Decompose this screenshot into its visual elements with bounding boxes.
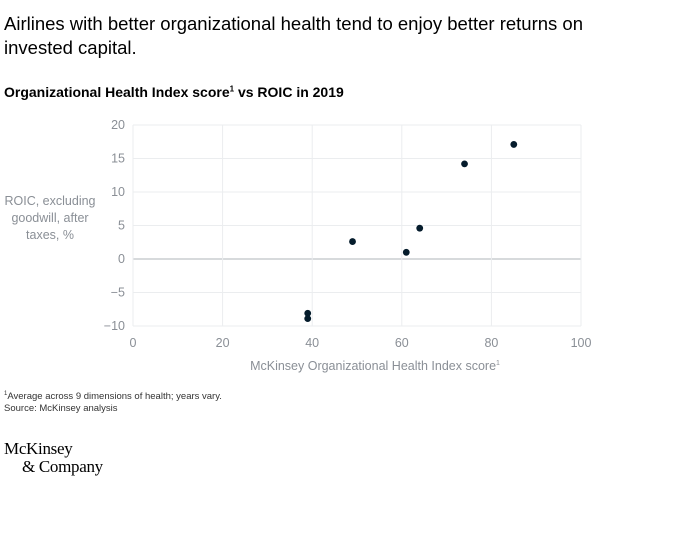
x-tick-label: 0	[130, 336, 137, 350]
grid-lines	[132, 124, 582, 327]
subtitle-text: Organizational Health Index score	[4, 84, 230, 100]
y-tick-label: 0	[118, 252, 125, 266]
data-point	[402, 248, 410, 256]
y-tick-label: −5	[111, 286, 125, 300]
scatter-chart: −10 −5 0 5 10 15 20 0 20 40 60 80 100 McKinsey Orga…	[104, 118, 592, 373]
data-point	[304, 309, 312, 317]
x-tick-label: 100	[571, 336, 592, 350]
x-tick-label: 20	[216, 336, 230, 350]
y-axis-label: ROIC, excluding goodwill, after taxes, %	[4, 194, 96, 242]
footnotes: 1Average across 9 dimensions of health; …	[4, 388, 222, 415]
x-tick-label: 80	[484, 336, 498, 350]
footnote-1: 1Average across 9 dimensions of health; …	[4, 388, 222, 403]
y-tick-label: 15	[111, 152, 125, 166]
subtitle-tail: vs ROIC in 2019	[234, 84, 344, 100]
chart-subtitle: Organizational Health Index score1 vs RO…	[4, 84, 344, 100]
x-axis-label: McKinsey Organizational Health Index sco…	[250, 359, 500, 373]
y-tick-label: 20	[111, 118, 125, 132]
data-point	[461, 160, 468, 168]
x-axis-label-text: McKinsey Organizational Health Index sco…	[250, 359, 496, 373]
x-tick-label: 60	[395, 336, 409, 350]
x-axis-label-footnote-marker: 1	[496, 360, 500, 367]
data-point	[416, 224, 424, 232]
chart-headline: Airlines with better organizational heal…	[4, 13, 583, 58]
mckinsey-logo: McKinsey & Company	[4, 440, 103, 476]
data-point	[349, 238, 356, 245]
x-tick-labels: 0 20 40 60 80 100	[130, 336, 592, 350]
data-points	[304, 141, 518, 323]
subtitle-footnote-marker: 1	[229, 84, 235, 94]
data-point	[510, 141, 518, 148]
footnote-marker: 1	[4, 391, 8, 397]
y-tick-labels: −10 −5 0 5 10 15 20	[104, 118, 125, 333]
x-tick-label: 40	[305, 336, 319, 350]
y-tick-label: −10	[104, 319, 125, 333]
y-tick-label: 5	[118, 219, 125, 233]
data-point	[304, 315, 312, 323]
footnote-text: Average across 9 dimensions of health; y…	[7, 391, 222, 403]
logo-line-1: McKinsey	[4, 439, 73, 458]
logo-line-2: & Company	[22, 457, 103, 476]
source-note: Source: McKinsey analysis	[4, 403, 118, 415]
y-tick-label: 10	[111, 185, 125, 199]
